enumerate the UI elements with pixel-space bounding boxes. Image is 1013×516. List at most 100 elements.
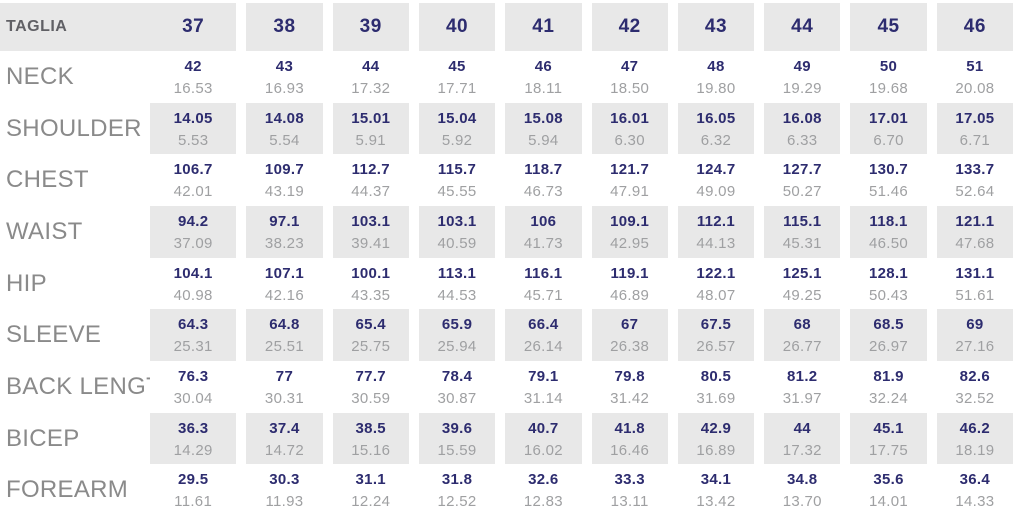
measurement-cell: 64.8 25.51: [236, 309, 323, 362]
value-inch: 12.83: [523, 493, 563, 511]
value-cm: 104.1: [173, 264, 213, 282]
value-cm: 16.05: [696, 109, 736, 127]
size-header-value: 43: [704, 16, 728, 37]
measurement-cell: 77.7 30.59: [322, 361, 409, 413]
measurement-cell: 46 18.11: [495, 51, 581, 103]
value-cm: 51: [966, 57, 984, 75]
value-inch: 11.93: [265, 493, 304, 511]
value-cm: 107.1: [264, 264, 304, 282]
measurement-cell: 115.7 45.55: [408, 154, 495, 207]
value-inch: 31.97: [782, 389, 822, 407]
size-header-value: 38: [273, 16, 296, 37]
measurement-cell: 31.1 12.24: [322, 464, 409, 516]
value-cm: 68.5: [873, 316, 904, 334]
table-row: SHOULDER 14.05 5.53 14.08 5.54 15.01 5.91 15.04…: [0, 102, 1013, 155]
header-label-taglia: TAGLIA: [6, 18, 68, 35]
measurement-cell: 64.3 25.31: [150, 309, 237, 362]
value-inch: 20.08: [955, 79, 995, 97]
value-inch: 12.24: [351, 493, 391, 511]
value-inch: 42.16: [264, 286, 304, 304]
value-inch: 31.14: [523, 389, 563, 407]
measurement-cell: 81.9 32.24: [840, 361, 926, 413]
measurement-cell: 118.1 46.50: [840, 206, 927, 258]
value-inch: 50.27: [782, 183, 822, 201]
table-row: BACK LENGTH 76.3 30.04 77 30.31 77.7 30.59 78.4…: [0, 361, 1013, 413]
value-cm: 115.7: [437, 161, 477, 179]
measurement-cell: 113.1 44.53: [408, 257, 495, 310]
value-inch: 27.16: [955, 338, 995, 356]
value-inch: 6.30: [614, 131, 645, 149]
measurement-cell: 76.3 30.04: [150, 361, 236, 413]
size-header-value: 37: [182, 16, 205, 37]
measurement-cell: 79.8 31.42: [581, 361, 668, 413]
value-inch: 43.19: [264, 183, 304, 201]
measurement-cell: 104.1 40.98: [150, 258, 236, 310]
value-inch: 49.25: [782, 286, 822, 304]
value-cm: 128.1: [869, 264, 909, 282]
value-inch: 45.71: [523, 286, 563, 304]
measurement-cell: 112.1 44.13: [667, 206, 755, 258]
measurement-cell: 51 20.08: [926, 51, 1013, 103]
value-inch: 16.93: [264, 79, 304, 97]
table-row: CHEST 106.7 42.01 109.7 43.19 112.7 44.37 115.7…: [0, 154, 1013, 207]
value-cm: 29.5: [177, 471, 209, 489]
value-inch: 51.46: [869, 183, 909, 201]
value-cm: 118.7: [524, 161, 563, 179]
value-inch: 25.51: [264, 338, 304, 356]
value-cm: 109.7: [264, 161, 304, 179]
value-inch: 30.31: [264, 389, 304, 407]
measurement-cell: 44 17.32: [322, 51, 409, 103]
measurement-cell: 103.1 40.59: [408, 206, 496, 258]
measurement-cell: 48 19.80: [667, 51, 754, 103]
value-cm: 115.1: [783, 212, 822, 230]
value-cm: 121.1: [955, 212, 995, 230]
size-header-cell: 43: [667, 3, 755, 51]
measurement-cell: 36.4 14.33: [926, 464, 1013, 516]
table-row: HIP 104.1 40.98 107.1 42.16 100.1 43.35 113.1 44…: [0, 257, 1013, 310]
measurement-cell: 130.7 51.46: [840, 154, 926, 207]
measurement-cell: 67.5 26.57: [667, 309, 755, 362]
measurement-cell: 30.3 11.93: [236, 464, 322, 516]
value-cm: 47: [621, 57, 639, 75]
size-header-value: 40: [445, 16, 469, 37]
value-cm: 66.4: [528, 316, 559, 334]
measurement-cell: 127.7 50.27: [754, 154, 840, 207]
value-cm: 48: [707, 57, 725, 75]
size-header-value: 41: [532, 16, 555, 37]
value-inch: 26.14: [523, 338, 563, 356]
measurement-cell: 16.05 6.32: [667, 102, 755, 155]
row-label-cell: SHOULDER: [0, 103, 150, 155]
measurement-cell: 36.3 14.29: [150, 412, 237, 465]
value-inch: 13.70: [782, 493, 822, 511]
measurement-cell: 43 16.93: [236, 51, 322, 103]
value-inch: 5.53: [177, 131, 209, 149]
value-cm: 79.8: [614, 367, 645, 385]
measurement-cell: 16.08 6.33: [754, 102, 841, 155]
value-cm: 45.1: [873, 419, 904, 437]
measurement-cell: 50 19.68: [840, 51, 926, 103]
value-inch: 46.50: [869, 234, 909, 252]
value-cm: 33.3: [614, 471, 645, 489]
value-cm: 34.1: [700, 471, 732, 489]
value-cm: 37.4: [269, 419, 300, 437]
value-inch: 5.54: [269, 131, 300, 149]
measurement-cell: 78.4 30.87: [408, 361, 495, 413]
measurement-cell: 128.1 50.43: [840, 257, 926, 310]
value-cm: 31.1: [355, 471, 386, 489]
measurement-cell: 100.1 43.35: [322, 257, 409, 310]
value-inch: 13.42: [696, 493, 736, 511]
measurement-cell: 112.7 44.37: [322, 154, 409, 207]
value-inch: 11.61: [174, 493, 213, 511]
measurement-cell: 17.05 6.71: [926, 102, 1013, 155]
value-cm: 17.01: [869, 109, 909, 127]
measurement-cell: 69 27.16: [926, 309, 1013, 362]
measurement-cell: 14.05 5.53: [150, 102, 237, 155]
measurement-cell: 44 17.32: [754, 412, 841, 465]
row-label: SHOULDER: [6, 114, 142, 142]
size-header-cell: 46: [926, 3, 1013, 51]
measurement-cell: 41.8 16.46: [581, 412, 668, 465]
value-inch: 37.09: [173, 234, 213, 252]
value-cm: 65.9: [441, 316, 473, 334]
value-cm: 50: [879, 57, 898, 75]
value-cm: 124.7: [696, 161, 736, 179]
